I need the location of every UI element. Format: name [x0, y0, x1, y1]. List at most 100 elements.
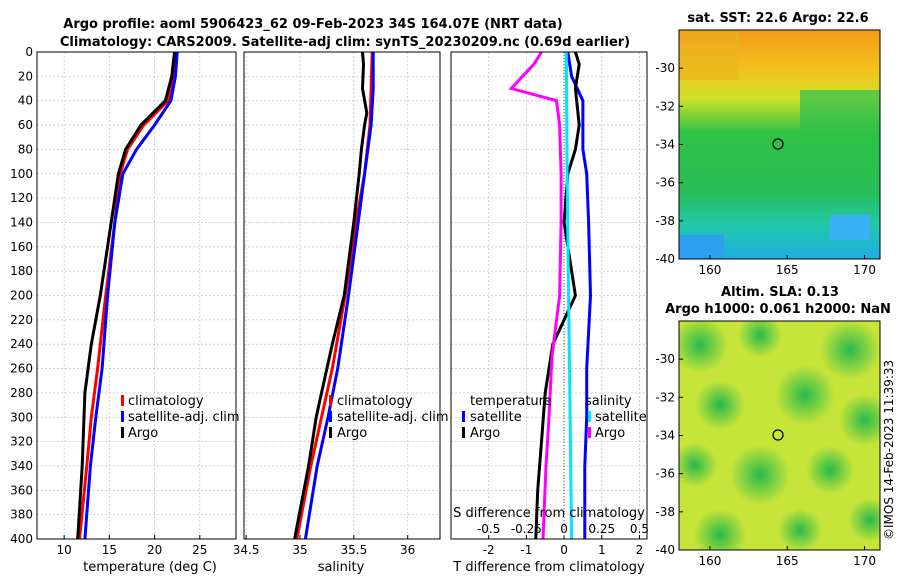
y-tick-label: 160	[10, 240, 33, 254]
x-tick-label: 34.5	[233, 543, 260, 557]
series-line-satellite-adj-clim	[303, 52, 375, 540]
map-y-tick-label: -30	[655, 61, 675, 75]
map-y-tick-label: -36	[655, 176, 675, 190]
x-tick-label: 25	[192, 543, 207, 557]
y-tick-label: 220	[10, 313, 33, 327]
map-x-tick-label: 160	[698, 554, 721, 568]
series-line-t-satellite	[566, 51, 593, 539]
legend-swatch-s-satellite	[588, 411, 591, 422]
map-y-tick-label: -30	[655, 352, 675, 366]
legend-swatch-t-satellite	[462, 411, 465, 422]
series-line-s-argo	[508, 51, 563, 540]
salinity-panel: 34.5 35 35.5 36	[233, 51, 441, 557]
y-tick-label: 180	[10, 264, 33, 278]
temperature-panel: 10 15 20 25 0 20 40 60 80 100 120 140 160 180 200 220 24…	[10, 45, 237, 557]
map-y-tick-label: -40	[655, 543, 675, 557]
sst-map	[678, 29, 881, 260]
series-line-argo	[293, 51, 369, 540]
x-tick-label: 1	[598, 543, 606, 557]
map-y-tick-label: -34	[655, 429, 675, 443]
difference-top-label: S difference from climatology	[453, 506, 645, 521]
top-tick-label: -0.25	[511, 522, 542, 536]
top-tick-label: 0.5	[630, 522, 649, 536]
x-tick-label: 35.5	[340, 543, 367, 557]
figure-title-line2: Climatology: CARS2009. Satellite-adj cli…	[60, 35, 630, 50]
sst-cold-patch	[679, 235, 724, 259]
series-line-argo	[76, 51, 176, 540]
y-tick-label: 280	[10, 386, 33, 400]
y-tick-label: 200	[10, 289, 33, 303]
legend-t-satellite: satellite	[470, 410, 522, 425]
sst-warm-patch	[679, 30, 739, 80]
legend-t-argo: Argo	[470, 426, 500, 441]
top-tick-label: 0.25	[588, 522, 615, 536]
y-tick-label: 40	[18, 94, 33, 108]
map-x-tick-label: 165	[776, 263, 799, 277]
sla-blob	[839, 394, 880, 446]
panel-frame	[36, 51, 237, 540]
sla-blob	[775, 365, 835, 425]
x-tick-label: 10	[56, 543, 71, 557]
difference-xlabel: T difference from climatology	[452, 560, 645, 575]
sla-blob	[679, 443, 717, 487]
legend-argo: Argo	[128, 426, 158, 441]
y-tick-label: 360	[10, 483, 33, 497]
map-x-tick-label: 170	[853, 554, 876, 568]
sst-map-axes: 160 165 170 -30 -32 -34 -36 -38 -40	[655, 61, 876, 277]
temperature-legend: climatology satellite-adj. clim Argo	[121, 394, 240, 441]
legend-swatch-satellite	[121, 411, 124, 422]
sla-anomaly-blobs	[679, 321, 880, 550]
legend-swatch-climatology	[329, 395, 332, 406]
legend-swatch-t-argo	[462, 427, 465, 438]
x-tick-label: 2	[636, 543, 644, 557]
figure-title-line1: Argo profile: aoml 5906423_62 09-Feb-202…	[63, 17, 562, 32]
legend-temperature-title: temperature	[470, 394, 552, 409]
sla-blob	[778, 508, 822, 550]
legend-s-satellite: satellite	[595, 410, 647, 425]
map-x-tick-label: 160	[698, 263, 721, 277]
series-line-climatology	[295, 51, 374, 540]
sla-blob	[820, 321, 880, 380]
map-x-tick-label: 170	[853, 263, 876, 277]
sla-blob	[695, 380, 745, 430]
legend-climatology: climatology	[337, 394, 413, 409]
x-tick-label: -1	[520, 543, 532, 557]
map-y-tick-label: -40	[655, 252, 675, 266]
x-tick-label: 20	[147, 543, 162, 557]
y-tick-label: 320	[10, 435, 33, 449]
salinity-xlabel: salinity	[318, 560, 365, 575]
y-tick-label: 20	[18, 69, 33, 83]
panel-frame	[450, 51, 648, 540]
map-y-tick-label: -34	[655, 138, 675, 152]
map-x-tick-label: 165	[776, 554, 799, 568]
legend-swatch-argo	[121, 427, 124, 438]
map-y-tick-label: -32	[655, 390, 675, 404]
temperature-xlabel: temperature (deg C)	[83, 560, 217, 575]
panel-frame	[243, 51, 441, 540]
map-y-tick-label: -38	[655, 214, 675, 228]
imos-credit: ©IMOS 14-Feb-2023 11:39:33	[882, 360, 896, 540]
top-tick-label: -0.5	[477, 522, 500, 536]
y-tick-label: 100	[10, 167, 33, 181]
legend-swatch-argo	[329, 427, 332, 438]
y-tick-label: 60	[18, 118, 33, 132]
legend-climatology: climatology	[128, 394, 204, 409]
sla-map-axes: 160 165 170 -30 -32 -34 -36 -38 -40	[655, 352, 876, 568]
y-tick-label: 240	[10, 337, 33, 351]
legend-swatch-s-argo	[588, 427, 591, 438]
y-tick-label: 0	[25, 45, 33, 59]
sla-map-title: Altim. SLA: 0.13	[721, 285, 839, 300]
map-y-tick-label: -36	[655, 467, 675, 481]
sla-blob	[806, 446, 854, 494]
y-tick-label: 380	[10, 508, 33, 522]
series-line-satellite-adj-clim	[83, 51, 179, 540]
legend-swatch-satellite	[329, 411, 332, 422]
map-y-tick-label: -32	[655, 99, 675, 113]
sst-cold-patch-2	[830, 215, 870, 240]
legend-argo: Argo	[337, 426, 367, 441]
x-tick-label: 35	[292, 543, 307, 557]
sla-blob	[694, 509, 746, 550]
legend-salinity-title: salinity	[585, 394, 632, 409]
